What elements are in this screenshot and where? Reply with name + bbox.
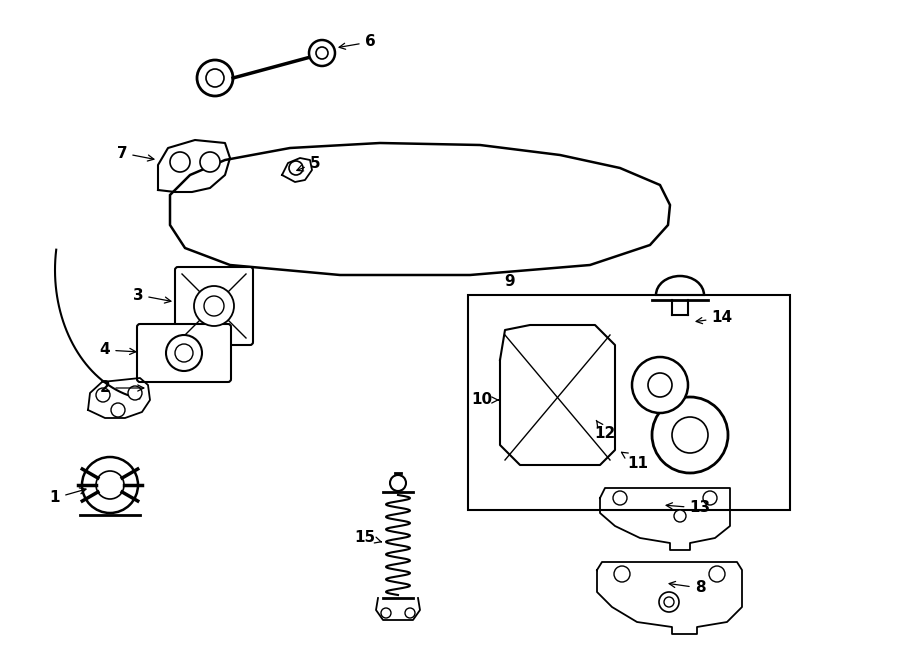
Circle shape bbox=[111, 403, 125, 417]
Circle shape bbox=[128, 386, 142, 400]
Circle shape bbox=[672, 417, 708, 453]
Text: 10: 10 bbox=[472, 393, 499, 407]
Text: 11: 11 bbox=[622, 452, 649, 471]
FancyBboxPatch shape bbox=[175, 267, 253, 345]
Circle shape bbox=[170, 152, 190, 172]
Text: 1: 1 bbox=[50, 488, 86, 506]
Text: 14: 14 bbox=[696, 311, 733, 325]
Circle shape bbox=[204, 296, 224, 316]
Circle shape bbox=[659, 592, 679, 612]
Text: 4: 4 bbox=[100, 342, 136, 358]
Text: 5: 5 bbox=[297, 155, 320, 171]
Circle shape bbox=[703, 491, 717, 505]
Circle shape bbox=[96, 471, 124, 499]
Text: 8: 8 bbox=[669, 580, 706, 596]
Circle shape bbox=[166, 335, 202, 371]
Circle shape bbox=[197, 60, 233, 96]
FancyBboxPatch shape bbox=[137, 324, 231, 382]
Text: 7: 7 bbox=[117, 145, 154, 161]
Text: 3: 3 bbox=[132, 288, 171, 303]
Circle shape bbox=[652, 397, 728, 473]
Circle shape bbox=[316, 47, 328, 59]
Text: 13: 13 bbox=[666, 500, 711, 516]
Circle shape bbox=[289, 161, 303, 175]
Circle shape bbox=[175, 344, 193, 362]
Text: 6: 6 bbox=[339, 34, 375, 50]
Circle shape bbox=[194, 286, 234, 326]
Circle shape bbox=[390, 475, 406, 491]
Circle shape bbox=[309, 40, 335, 66]
Circle shape bbox=[381, 608, 391, 618]
Text: 15: 15 bbox=[355, 529, 382, 545]
Text: 12: 12 bbox=[594, 420, 616, 440]
Circle shape bbox=[709, 566, 725, 582]
Circle shape bbox=[200, 152, 220, 172]
Circle shape bbox=[674, 510, 686, 522]
Circle shape bbox=[613, 491, 627, 505]
Circle shape bbox=[614, 566, 630, 582]
Circle shape bbox=[648, 373, 672, 397]
Text: 9: 9 bbox=[505, 274, 516, 290]
Circle shape bbox=[82, 457, 138, 513]
Bar bbox=[468, 295, 790, 510]
Circle shape bbox=[96, 388, 110, 402]
Circle shape bbox=[206, 69, 224, 87]
Circle shape bbox=[664, 597, 674, 607]
Circle shape bbox=[632, 357, 688, 413]
Text: 2: 2 bbox=[100, 381, 144, 395]
Circle shape bbox=[405, 608, 415, 618]
